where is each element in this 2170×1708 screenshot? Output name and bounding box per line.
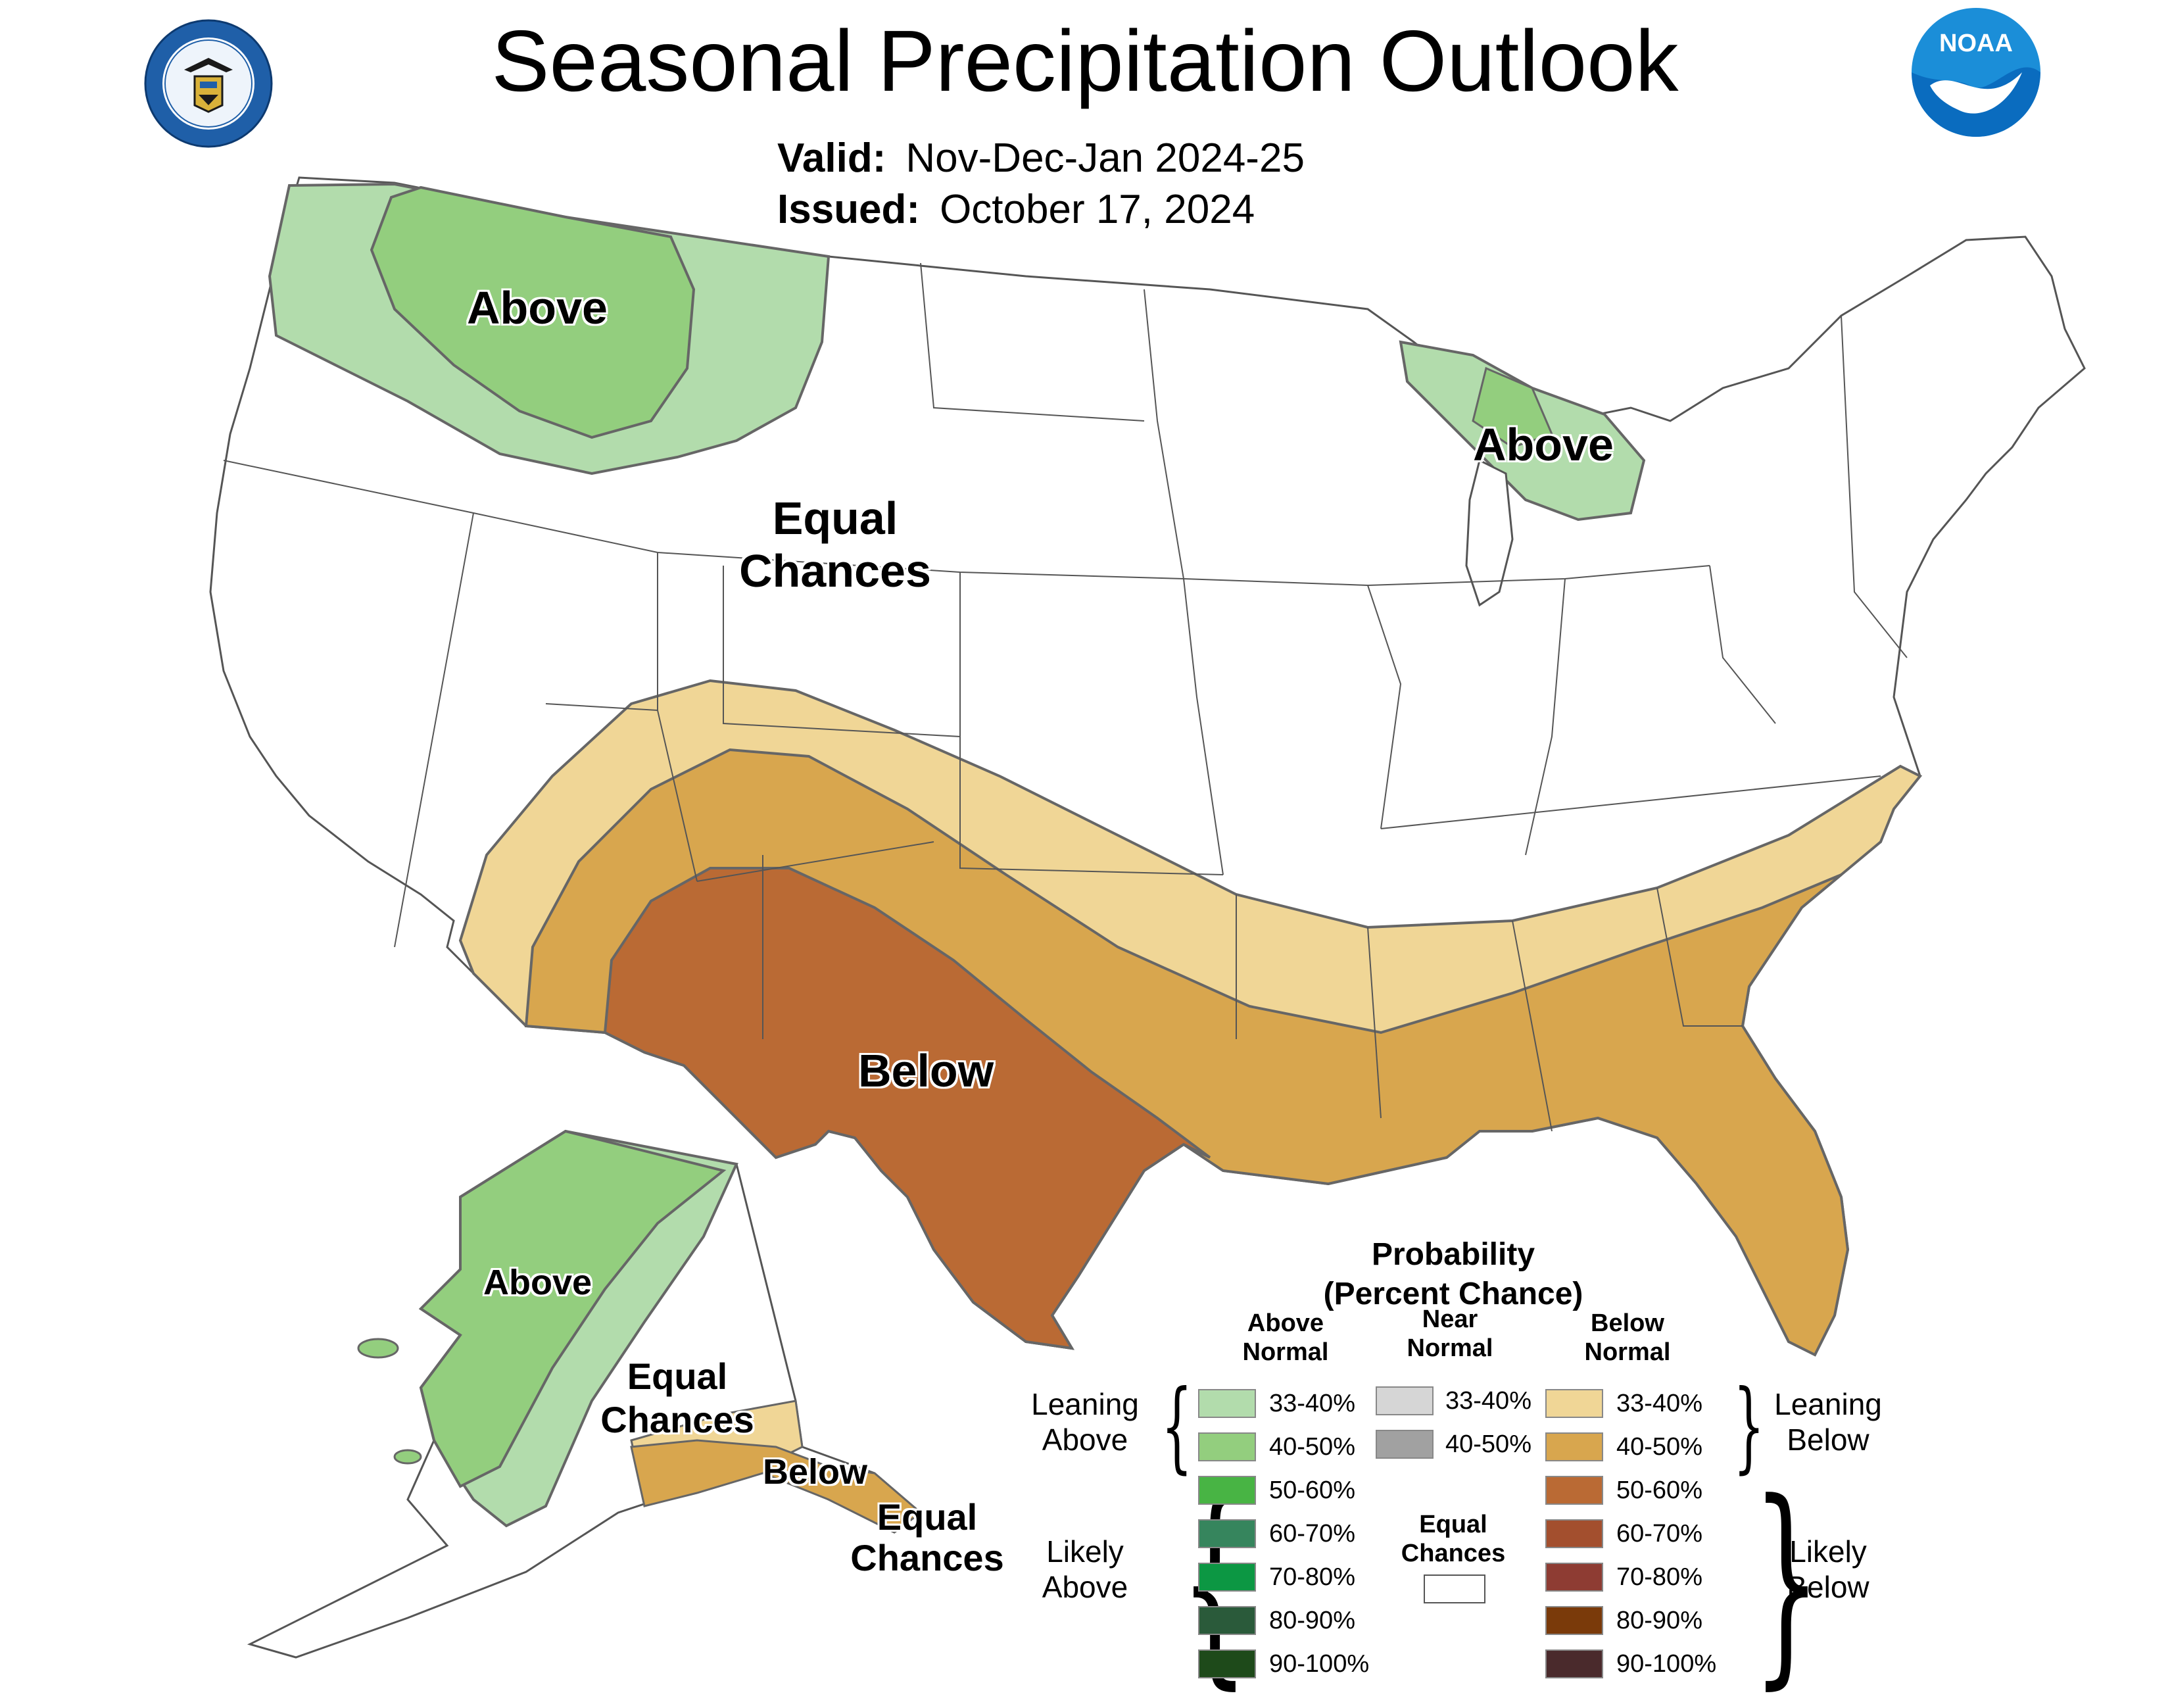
near-head-line2: Normal	[1407, 1334, 1493, 1362]
above-range-7: 90-100%	[1269, 1650, 1370, 1678]
alaska-island	[393, 1449, 422, 1465]
legend-title: Probability (Percent Chance)	[1263, 1235, 1644, 1314]
alaska-equal-chances-label: Equal Chances	[579, 1355, 776, 1442]
below-50-60-swatch	[1545, 1476, 1603, 1505]
below-range-7: 90-100%	[1616, 1650, 1717, 1678]
likely-below-line2: Below	[1787, 1570, 1869, 1604]
legend-title-line1: Probability	[1371, 1237, 1535, 1272]
above-range-2: 40-50%	[1269, 1433, 1355, 1461]
near-40-50-swatch	[1376, 1430, 1434, 1459]
commerce-seal-logo	[144, 19, 273, 148]
greatlakes-above-40-50-region	[1472, 366, 1554, 449]
south-below-50-60-region	[603, 867, 1211, 1350]
alaska-equal2-line1: Equal	[877, 1496, 978, 1538]
above-range-6: 80-90%	[1269, 1607, 1355, 1634]
below-head-line2: Normal	[1584, 1338, 1671, 1366]
likely-above-label: Likely Above	[1013, 1534, 1157, 1605]
below-range-2: 40-50%	[1616, 1433, 1702, 1461]
legend-below-normal-header: Below Normal	[1539, 1309, 1716, 1367]
leaning-below-brace: }	[1733, 1369, 1765, 1484]
state-borders	[223, 262, 1908, 1132]
noaa-logo: NOAA	[1912, 8, 2040, 137]
issued-value: October 17, 2024	[940, 187, 1255, 232]
alaska-below-label: Below	[763, 1452, 868, 1492]
greatlakes-above-label: Above	[1473, 419, 1614, 470]
noaa-logo-text: NOAA	[1939, 30, 2013, 57]
near-33-40-swatch	[1376, 1386, 1434, 1415]
below-range-5: 70-80%	[1616, 1563, 1702, 1591]
equal-chances-legend-label: Equal Chances	[1374, 1510, 1532, 1568]
above-60-70-swatch	[1198, 1519, 1256, 1548]
below-40-50-swatch	[1545, 1432, 1603, 1461]
alaska-above-40-50-region	[418, 1129, 727, 1488]
leaning-above-label: Leaning Above	[1013, 1386, 1157, 1457]
above-50-60-swatch	[1198, 1476, 1256, 1505]
above-head-line1: Above	[1247, 1309, 1324, 1337]
above-80-90-swatch	[1198, 1606, 1256, 1635]
above-head-line2: Normal	[1242, 1338, 1329, 1366]
alaska-equal-line1: Equal	[627, 1355, 728, 1397]
legend-above-normal-header: Above Normal	[1197, 1309, 1374, 1367]
above-range-1: 33-40%	[1269, 1390, 1355, 1417]
near-range-1: 33-40%	[1445, 1387, 1531, 1415]
issued-date: Issued: October 17, 2024	[777, 186, 1255, 233]
legend-near-normal-header: Near Normal	[1374, 1305, 1526, 1363]
leaning-below-line1: Leaning	[1774, 1387, 1882, 1421]
legend-title-line2: (Percent Chance)	[1323, 1277, 1583, 1311]
south-below-label: Below	[858, 1045, 994, 1096]
leaning-below-label: Leaning Below	[1756, 1386, 1900, 1457]
alaska-below-40-50-region	[630, 1439, 923, 1534]
above-40-50-swatch	[1198, 1432, 1256, 1461]
leaning-below-line2: Below	[1787, 1423, 1869, 1457]
alaska-equal-chances-2-label: Equal Chances	[842, 1497, 1013, 1578]
issued-label: Issued:	[777, 187, 921, 232]
valid-value: Nov-Dec-Jan 2024-25	[905, 135, 1305, 181]
valid-label: Valid:	[777, 135, 886, 181]
equal-chances-swatch	[1424, 1574, 1485, 1603]
central-equal-chances-label: Equal Chances	[730, 492, 940, 597]
below-33-40-swatch	[1545, 1389, 1603, 1418]
alaska-equal-line2: Chances	[600, 1399, 754, 1440]
nw-above-label: Above	[467, 282, 608, 333]
central-equal-line2: Chances	[739, 545, 931, 597]
below-range-4: 60-70%	[1616, 1520, 1702, 1548]
above-70-80-swatch	[1198, 1563, 1256, 1592]
likely-above-line1: Likely	[1046, 1534, 1124, 1569]
lake-michigan-shape	[1465, 458, 1514, 607]
above-90-100-swatch	[1198, 1649, 1256, 1678]
valid-period: Valid: Nov-Dec-Jan 2024-25	[777, 135, 1305, 182]
nw-above-40-50-region	[370, 185, 696, 439]
central-equal-line1: Equal	[772, 493, 898, 544]
below-range-3: 50-60%	[1616, 1476, 1702, 1504]
likely-below-brace: }	[1752, 1455, 1821, 1708]
alaska-island	[357, 1338, 399, 1359]
page-title: Seasonal Precipitation Outlook	[491, 12, 1679, 109]
below-range-6: 80-90%	[1616, 1607, 1702, 1634]
equal-line1: Equal	[1419, 1511, 1487, 1538]
alaska-equal2-line2: Chances	[850, 1537, 1004, 1578]
above-range-5: 70-80%	[1269, 1563, 1355, 1591]
near-range-2: 40-50%	[1445, 1430, 1531, 1458]
likely-above-line2: Above	[1042, 1570, 1128, 1604]
below-70-80-swatch	[1545, 1563, 1603, 1592]
below-60-70-swatch	[1545, 1519, 1603, 1548]
below-90-100-swatch	[1545, 1649, 1603, 1678]
alaska-above-label: Above	[483, 1263, 592, 1302]
above-33-40-swatch	[1198, 1389, 1256, 1418]
equal-line2: Chances	[1401, 1540, 1506, 1567]
below-head-line1: Below	[1591, 1309, 1664, 1337]
leaning-above-line1: Leaning	[1031, 1387, 1139, 1421]
above-range-3: 50-60%	[1269, 1476, 1355, 1504]
leaning-above-line2: Above	[1042, 1423, 1128, 1457]
below-80-90-swatch	[1545, 1606, 1603, 1635]
below-range-1: 33-40%	[1616, 1390, 1702, 1417]
likely-below-label: Likely Below	[1756, 1534, 1900, 1605]
likely-below-line1: Likely	[1789, 1534, 1867, 1569]
leaning-above-brace: {	[1161, 1369, 1193, 1484]
near-head-line1: Near	[1422, 1305, 1478, 1333]
above-range-4: 60-70%	[1269, 1520, 1355, 1548]
